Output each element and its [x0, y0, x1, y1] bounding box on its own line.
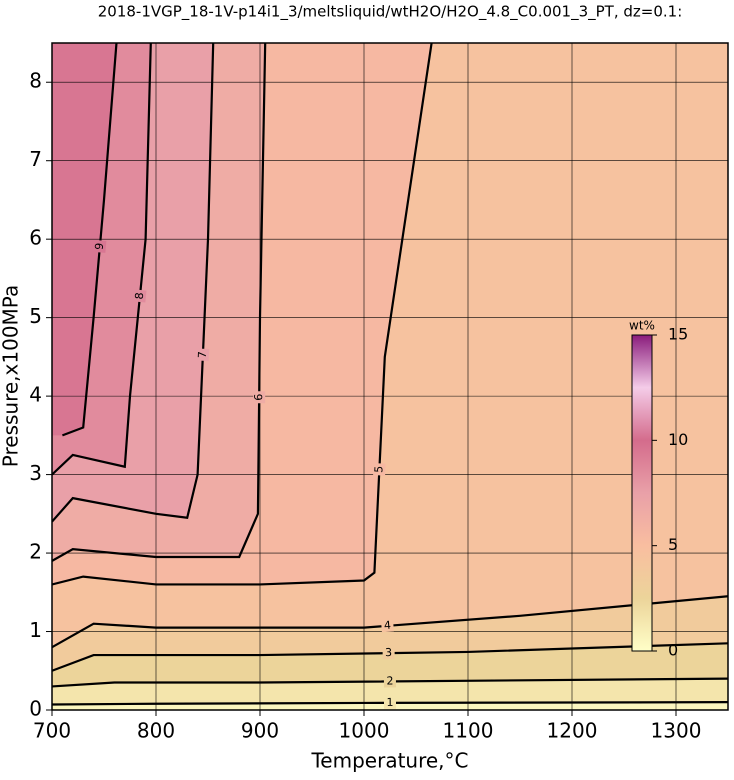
x-tick-label: 800 [137, 719, 175, 743]
contour-label-bg [196, 348, 210, 361]
contour-label-bg [381, 619, 394, 633]
chart-title: 2018-1VGP_18-1V-p14i1_3/meltsliquid/wtH2… [98, 3, 683, 22]
contour-label-bg [133, 289, 147, 303]
contour-label: 8 [133, 292, 147, 300]
colorbar-tick-label: 10 [668, 430, 688, 449]
y-tick-label: 4 [29, 383, 42, 407]
contour-label-bg [382, 647, 395, 660]
colorbar-label: wt% [629, 319, 655, 333]
colorbar-tick-label: 5 [668, 535, 678, 554]
plot-frame [51, 42, 729, 711]
colorbar-tick-label: 0 [668, 641, 678, 660]
x-tick-label: 1200 [547, 719, 598, 743]
contour-label-bg [383, 696, 397, 709]
y-tick-label: 2 [29, 540, 42, 564]
x-axis-label: Temperature,°C [310, 749, 468, 773]
contour-label-bg [93, 239, 107, 253]
contour-lines: 1 2 3 4 5 6 7 8 9 [52, 43, 728, 710]
contour-label: 2 [386, 674, 393, 687]
contour-label-group: 1 [383, 696, 397, 709]
y-tick-label: 0 [29, 697, 42, 721]
y-tick-label: 7 [29, 147, 42, 171]
contour-line [52, 595, 728, 649]
contour-label-group: 2 [383, 674, 396, 688]
contour-label: 6 [252, 394, 265, 401]
y-tick-label: 1 [29, 618, 42, 642]
x-tick-label: 1100 [443, 719, 494, 743]
contour-label: 3 [385, 646, 392, 659]
x-tick-label: 700 [33, 719, 71, 743]
contour-fills [52, 43, 728, 710]
y-tick-label: 8 [29, 69, 42, 93]
contour-label: 4 [383, 619, 391, 632]
contour-label-bg [383, 675, 396, 688]
contour-line [52, 642, 728, 672]
contour-line [52, 701, 728, 706]
contour-label-group: 6 [252, 391, 266, 404]
contour-label: 9 [93, 242, 107, 250]
contour-label-group: 7 [196, 348, 210, 361]
contour-label-bg [253, 391, 266, 404]
x-tick-label: 1000 [339, 719, 390, 743]
axes: 700 800 900 1000 1100 1200 1300012345678wt%051… [29, 42, 729, 743]
contour-line [52, 43, 152, 476]
contour-line [62, 43, 118, 437]
contour-label-group: 3 [382, 646, 395, 660]
y-tick-label: 5 [29, 304, 42, 328]
contour-line [52, 43, 215, 523]
colorbar-tick-label: 15 [668, 325, 688, 344]
contour-label-group: 9 [93, 239, 107, 253]
contour-label: 5 [372, 466, 385, 474]
contour-line [52, 43, 433, 586]
y-axis-label: Pressure,x100MPa [0, 285, 23, 467]
contour-label-bg [373, 463, 386, 476]
contour-label-group: 8 [133, 289, 147, 303]
contour-label: 7 [196, 351, 209, 359]
colorbar [631, 334, 653, 652]
x-tick-label: 1300 [651, 719, 702, 743]
x-tick-label: 900 [241, 719, 279, 743]
y-tick-label: 6 [29, 226, 42, 250]
contour-label-group: 5 [372, 463, 386, 476]
contour-line [52, 677, 728, 688]
y-tick-label: 3 [29, 461, 42, 485]
contour-line [52, 43, 267, 562]
contour-label: 1 [386, 696, 393, 709]
contour-label-group: 4 [381, 619, 394, 633]
